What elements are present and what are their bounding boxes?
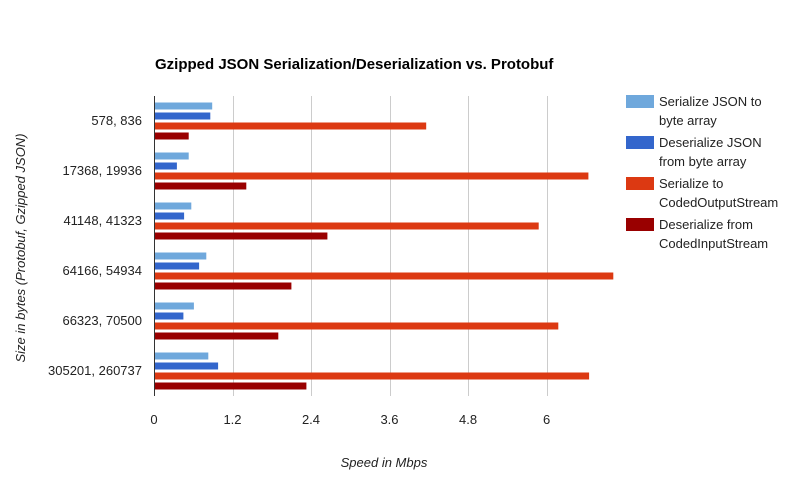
x-axis-label: Speed in Mbps bbox=[341, 455, 428, 470]
legend-label: from byte array bbox=[659, 154, 747, 169]
bar[interactable] bbox=[155, 272, 614, 280]
bar[interactable] bbox=[155, 332, 279, 340]
x-tick-label: 6 bbox=[543, 412, 550, 427]
legend-item[interactable]: Serialize JSON to byte array bbox=[626, 94, 762, 128]
category-label: 578, 836 bbox=[91, 113, 142, 128]
bar[interactable] bbox=[155, 182, 247, 190]
y-axis-label: Size in bytes (Protobuf, Gzipped JSON) bbox=[13, 133, 28, 362]
legend[interactable]: Serialize JSON to byte array Deserialize J… bbox=[626, 94, 778, 251]
grid-layer bbox=[233, 96, 548, 396]
legend-label: byte array bbox=[659, 113, 717, 128]
bar[interactable] bbox=[155, 212, 185, 220]
x-tick-label: 2.4 bbox=[302, 412, 320, 427]
bar[interactable] bbox=[155, 312, 184, 320]
legend-item[interactable]: Serialize to CodedOutputStream bbox=[626, 176, 778, 210]
bar[interactable] bbox=[155, 172, 589, 180]
bar[interactable] bbox=[155, 162, 177, 170]
category-labels: 578, 836 17368, 19936 41148, 41323 64166, 5… bbox=[48, 113, 142, 378]
x-tick-label: 0 bbox=[150, 412, 157, 427]
bar[interactable] bbox=[155, 362, 219, 370]
bar[interactable] bbox=[155, 132, 189, 140]
bar[interactable] bbox=[155, 382, 307, 390]
category-label: 305201, 260737 bbox=[48, 363, 142, 378]
bar[interactable] bbox=[155, 302, 194, 310]
x-tick-labels: 0 1.2 2.4 3.6 4.8 6 bbox=[150, 412, 550, 427]
chart-title: Gzipped JSON Serialization/Deserializati… bbox=[155, 56, 554, 73]
legend-label: CodedInputStream bbox=[659, 236, 768, 251]
bar[interactable] bbox=[155, 152, 189, 160]
bar[interactable] bbox=[155, 222, 539, 230]
legend-swatch bbox=[626, 136, 654, 149]
bar[interactable] bbox=[155, 282, 292, 290]
bar[interactable] bbox=[155, 322, 559, 330]
legend-swatch bbox=[626, 218, 654, 231]
x-tick-label: 3.6 bbox=[380, 412, 398, 427]
legend-label: Serialize JSON to bbox=[659, 94, 762, 109]
legend-item[interactable]: Deserialize JSON from byte array bbox=[626, 135, 762, 169]
category-label: 64166, 54934 bbox=[62, 263, 142, 278]
bar[interactable] bbox=[155, 122, 427, 130]
legend-item[interactable]: Deserialize from CodedInputStream bbox=[626, 217, 768, 251]
legend-label: Serialize to bbox=[659, 176, 723, 191]
x-tick-label: 4.8 bbox=[459, 412, 477, 427]
bar[interactable] bbox=[155, 102, 213, 110]
category-label: 41148, 41323 bbox=[63, 213, 142, 228]
bar[interactable] bbox=[155, 372, 590, 380]
bar-layer bbox=[155, 102, 614, 390]
bar[interactable] bbox=[155, 352, 209, 360]
category-label: 17368, 19936 bbox=[62, 163, 142, 178]
category-label: 66323, 70500 bbox=[62, 313, 142, 328]
bar[interactable] bbox=[155, 202, 192, 210]
bar[interactable] bbox=[155, 112, 211, 120]
legend-label: Deserialize from bbox=[659, 217, 753, 232]
bar[interactable] bbox=[155, 262, 200, 270]
legend-swatch bbox=[626, 95, 654, 108]
legend-label: CodedOutputStream bbox=[659, 195, 778, 210]
bar[interactable] bbox=[155, 232, 328, 240]
legend-swatch bbox=[626, 177, 654, 190]
legend-label: Deserialize JSON bbox=[659, 135, 762, 150]
x-tick-label: 1.2 bbox=[223, 412, 241, 427]
bar[interactable] bbox=[155, 252, 207, 260]
